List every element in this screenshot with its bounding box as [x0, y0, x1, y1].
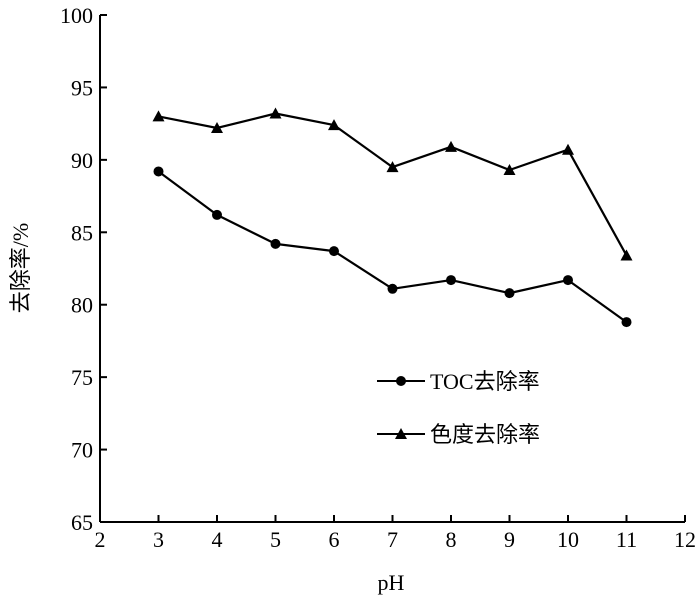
x-tick-label: 4 [212, 527, 223, 552]
x-tick-label: 9 [504, 527, 515, 552]
legend-item-color: 色度去除率 [377, 422, 540, 447]
data-point-color [503, 163, 516, 175]
y-tick-label: 80 [71, 293, 93, 318]
x-tick-label: 12 [674, 527, 696, 552]
series-color [152, 107, 633, 261]
legend-marker-circle [396, 376, 406, 386]
x-tick-label: 6 [329, 527, 340, 552]
x-tick-label: 2 [95, 527, 106, 552]
data-point-color [269, 107, 282, 119]
data-point-toc [329, 246, 339, 257]
data-point-color [211, 121, 223, 133]
y-tick-label: 85 [71, 220, 93, 245]
legend: TOC去除率 色度去除率 [377, 369, 540, 447]
data-point-toc [212, 209, 222, 220]
legend-item-toc: TOC去除率 [377, 369, 540, 394]
y-tick-label: 95 [71, 75, 93, 100]
data-point-color [386, 161, 399, 173]
data-point-toc [387, 283, 398, 294]
x-tick-label: 8 [446, 527, 457, 552]
series-line-toc [157, 170, 628, 323]
data-point-toc [270, 238, 281, 249]
data-point-color [328, 119, 340, 131]
series-toc [153, 166, 632, 328]
y-tick-label: 65 [71, 510, 93, 535]
y-tick-label: 75 [71, 365, 93, 390]
data-point-toc [153, 166, 164, 177]
x-axis-title: pH [378, 570, 405, 595]
legend-label-toc: TOC去除率 [430, 369, 540, 394]
series-line-color [158, 112, 628, 256]
y-axis-title: 去除率/% [8, 223, 33, 313]
x-tick-label: 3 [153, 527, 164, 552]
data-point-color [152, 110, 165, 122]
data-point-color [620, 249, 633, 261]
x-tick-label: 10 [557, 527, 579, 552]
data-point-toc [446, 275, 456, 286]
x-tick-label: 5 [270, 527, 281, 552]
legend-marker-triangle [395, 428, 407, 439]
x-tick-label: 11 [616, 527, 637, 552]
data-point-color [562, 143, 574, 155]
data-point-toc [621, 317, 632, 328]
axes: 2 3 4 5 6 7 8 9 10 11 12 65 70 75 80 85 90 95 100 [60, 3, 696, 552]
y-tick-label: 90 [71, 148, 93, 173]
data-point-color [445, 140, 457, 152]
series-layer [152, 107, 633, 328]
data-point-toc [563, 275, 573, 286]
legend-label-color: 色度去除率 [430, 422, 540, 447]
y-tick-label: 100 [60, 3, 93, 28]
x-tick-label: 7 [387, 527, 398, 552]
y-tick-label: 70 [71, 438, 93, 463]
data-point-toc [504, 288, 515, 299]
